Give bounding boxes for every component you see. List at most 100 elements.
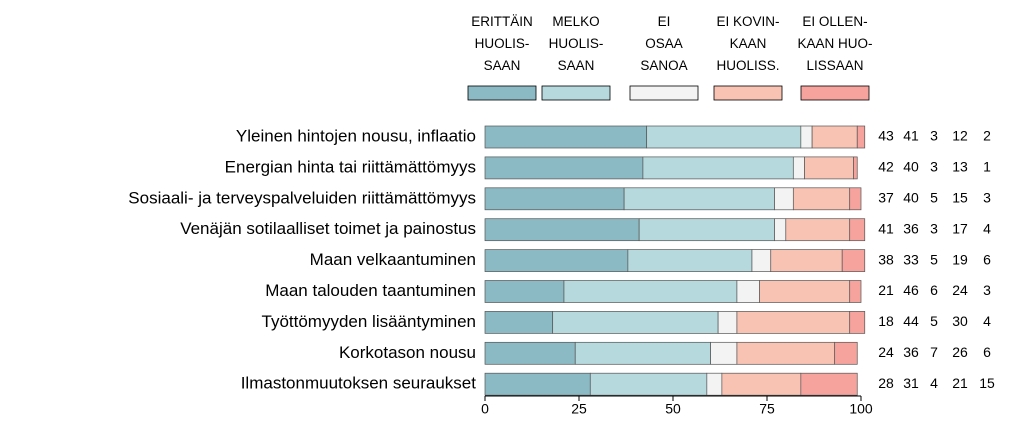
bar-segment	[484, 187, 625, 211]
x-tick-label: 100	[849, 401, 873, 417]
value-label: 36	[903, 344, 919, 360]
category-label: Korkotason nousu	[339, 343, 476, 362]
category-label: Maan talouden taantuminen	[265, 281, 476, 300]
value-label: 1	[983, 159, 991, 175]
bar-segment	[849, 218, 866, 242]
bar-segment	[800, 125, 813, 149]
bar-segment	[736, 311, 851, 334]
value-label: 15	[952, 190, 968, 206]
bar-segment	[785, 218, 851, 242]
legend-label: EI KOVIN- KAAN HUOLISS.	[716, 14, 780, 73]
bar-segment	[849, 187, 862, 211]
bar-segment	[834, 341, 858, 365]
bar-segment	[642, 156, 794, 180]
value-label: 6	[983, 344, 991, 360]
bar-segment	[484, 372, 591, 396]
legend-label: MELKO HUOLIS- SAAN	[548, 14, 604, 73]
value-label: 3	[983, 190, 991, 206]
value-label: 5	[930, 313, 938, 329]
value-label: 41	[903, 128, 919, 144]
value-label: 19	[952, 251, 968, 267]
bar-segment	[774, 187, 794, 211]
bar-segment	[484, 280, 565, 303]
legend-swatch	[713, 85, 783, 101]
value-label: 33	[903, 251, 919, 267]
value-label: 3	[930, 220, 938, 236]
value-label: 43	[878, 128, 894, 144]
bar-segment	[736, 341, 836, 365]
bar-segment	[706, 372, 723, 396]
bar-segment	[804, 156, 854, 180]
bar-segment	[484, 249, 629, 272]
bar-segment	[484, 311, 554, 334]
value-label: 26	[952, 344, 968, 360]
x-tick-label: 25	[571, 401, 587, 417]
value-label: 3	[983, 282, 991, 298]
bar-segment	[646, 125, 802, 149]
bar-segment	[717, 311, 738, 334]
bar-segment	[589, 372, 708, 396]
category-label: Energian hinta tai riittämättömyys	[225, 157, 476, 176]
value-label: 46	[903, 282, 919, 298]
value-label: 21	[878, 282, 894, 298]
value-label: 28	[878, 375, 894, 391]
value-label: 12	[952, 128, 968, 144]
bar-segment	[638, 218, 775, 242]
value-label: 31	[903, 375, 919, 391]
category-label: Yleinen hintojen nousu, inflaatio	[236, 126, 476, 145]
legend-swatch	[467, 85, 537, 101]
bar-segment	[841, 249, 866, 272]
x-tick-label: 0	[481, 401, 489, 417]
value-label: 3	[930, 159, 938, 175]
legend-label: EI OLLEN- KAAN HUO- LISSAAN	[797, 14, 873, 73]
bar-segment	[721, 372, 802, 396]
value-label: 5	[930, 190, 938, 206]
value-label: 40	[903, 190, 919, 206]
category-label: Sosiaali- ja terveyspalveluiden riittämä…	[128, 188, 476, 207]
value-label: 13	[952, 159, 968, 175]
value-label: 41	[878, 220, 894, 236]
bar-segment	[792, 187, 851, 211]
bar-segment	[623, 187, 775, 211]
bar-segment	[552, 311, 719, 334]
bar-segment	[484, 125, 648, 149]
category-label: Työttömyyden lisääntyminen	[262, 312, 477, 331]
bar-segment	[811, 125, 858, 149]
value-label: 7	[930, 344, 938, 360]
value-label: 6	[930, 282, 938, 298]
value-label: 3	[930, 128, 938, 144]
value-label: 4	[983, 313, 991, 329]
x-tick-label: 75	[759, 401, 775, 417]
value-label: 42	[878, 159, 894, 175]
bar-segment	[774, 218, 787, 242]
bar-segment	[853, 156, 858, 180]
bar-segment	[792, 156, 805, 180]
value-label: 5	[930, 251, 938, 267]
legend-swatch	[629, 85, 699, 101]
bar-segment	[800, 372, 858, 396]
value-label: 36	[903, 220, 919, 236]
value-label: 37	[878, 190, 894, 206]
legend-label: EI OSAA SANOA	[640, 14, 688, 73]
value-label: 15	[979, 375, 995, 391]
bar-segment	[751, 249, 772, 272]
category-label: Venäjän sotilaalliset toimet ja painostu…	[180, 219, 476, 238]
bar-segment	[563, 280, 738, 303]
bar-segment	[627, 249, 753, 272]
bar-segment	[770, 249, 843, 272]
x-tick-label: 50	[665, 401, 681, 417]
value-label: 40	[903, 159, 919, 175]
bar-segment	[574, 341, 711, 365]
value-label: 21	[952, 375, 968, 391]
value-label: 4	[983, 220, 991, 236]
value-label: 24	[878, 344, 894, 360]
bar-segment	[849, 311, 866, 334]
value-label: 44	[903, 313, 919, 329]
bar-segment	[849, 280, 862, 303]
value-label: 18	[878, 313, 894, 329]
bar-segment	[736, 280, 760, 303]
bar-segment	[484, 341, 576, 365]
category-label: Ilmastonmuutoksen seuraukset	[241, 374, 477, 393]
